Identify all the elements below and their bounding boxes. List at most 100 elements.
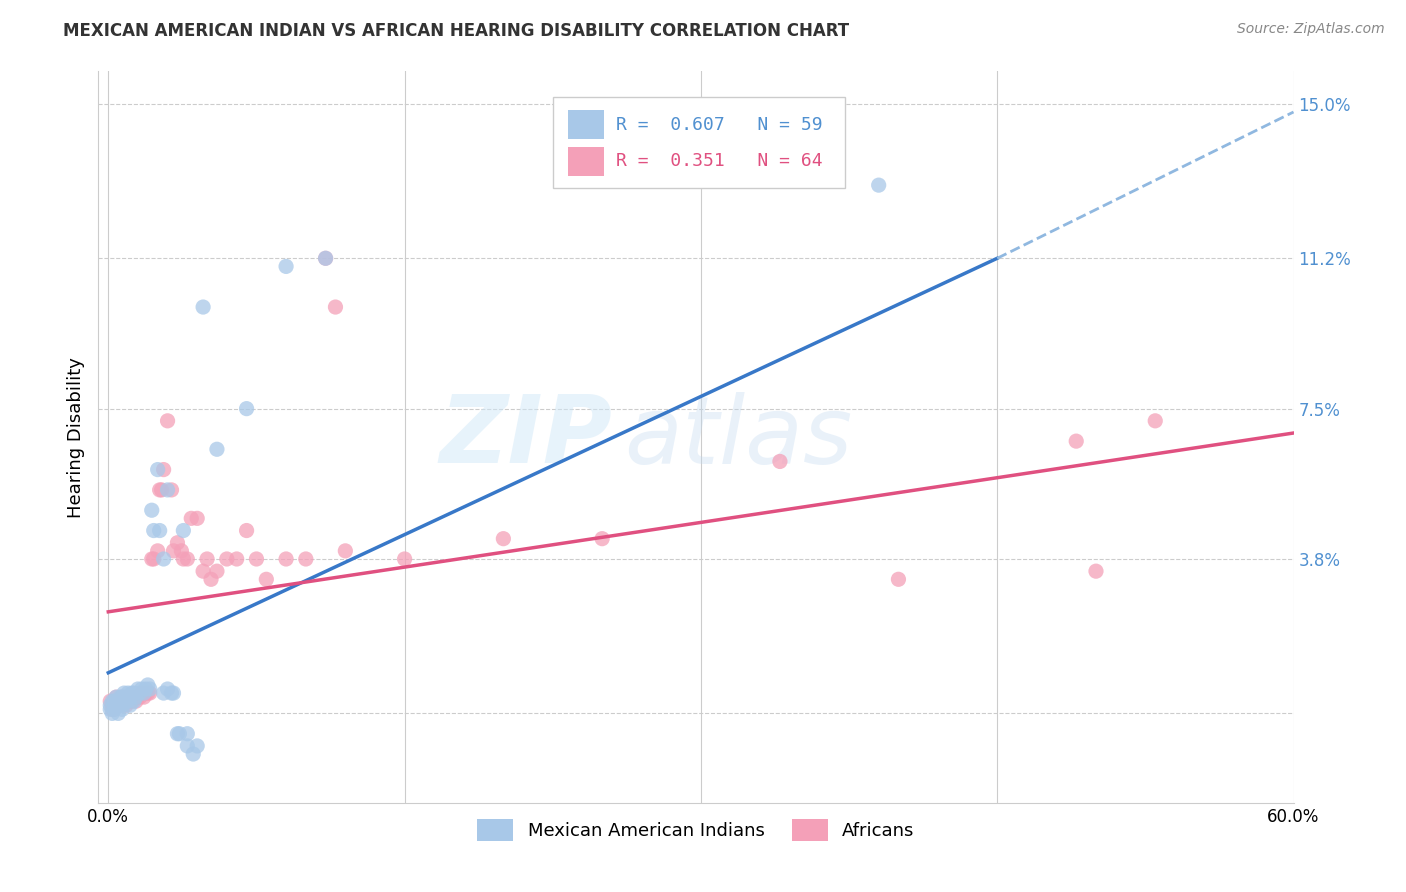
Point <box>200 572 222 586</box>
Point <box>868 178 890 193</box>
Point <box>107 698 129 713</box>
Point <box>107 706 129 721</box>
Point <box>111 702 134 716</box>
Bar <box>568 146 605 176</box>
Point <box>170 544 193 558</box>
Point <box>591 532 613 546</box>
Point <box>131 686 153 700</box>
Point <box>117 686 139 700</box>
Point <box>101 706 124 721</box>
Point <box>101 698 124 713</box>
Point <box>141 503 163 517</box>
Point <box>254 572 277 586</box>
Point <box>146 462 169 476</box>
Point <box>191 300 214 314</box>
Point <box>105 698 128 713</box>
Point <box>125 690 148 705</box>
Point <box>107 694 129 708</box>
Point <box>176 727 198 741</box>
Point <box>149 524 172 538</box>
Text: Source: ZipAtlas.com: Source: ZipAtlas.com <box>1237 22 1385 37</box>
Point <box>115 690 138 705</box>
Point <box>125 694 148 708</box>
Point <box>98 702 121 716</box>
Point <box>108 690 131 705</box>
Y-axis label: Hearing Disability: Hearing Disability <box>66 357 84 517</box>
Point <box>105 698 128 713</box>
Point <box>117 694 139 708</box>
Point <box>112 686 135 700</box>
Point <box>176 552 198 566</box>
Point <box>152 686 174 700</box>
Point <box>160 483 183 497</box>
Point <box>129 690 152 705</box>
Point <box>98 694 121 708</box>
Point <box>152 552 174 566</box>
Point <box>295 552 318 566</box>
Point <box>103 694 125 708</box>
Point <box>769 105 792 120</box>
Point <box>101 694 124 708</box>
Point <box>149 483 172 497</box>
Point <box>132 690 155 705</box>
Point <box>135 686 157 700</box>
Point <box>191 564 214 578</box>
Point <box>335 544 357 558</box>
Point <box>115 694 138 708</box>
Point <box>1144 414 1167 428</box>
Point <box>108 694 131 708</box>
Point <box>136 678 159 692</box>
Point <box>205 564 228 578</box>
Point <box>122 694 145 708</box>
Point <box>146 544 169 558</box>
Point <box>394 552 416 566</box>
Point <box>127 681 149 696</box>
Point <box>127 690 149 705</box>
Point <box>225 552 247 566</box>
Point <box>156 681 179 696</box>
Point <box>139 681 162 696</box>
Point <box>103 702 125 716</box>
Point <box>142 552 165 566</box>
Point <box>492 532 515 546</box>
Point <box>107 698 129 713</box>
Point <box>172 524 194 538</box>
Point <box>166 535 188 549</box>
Point <box>136 686 159 700</box>
Point <box>1085 564 1108 578</box>
Point <box>315 252 337 266</box>
Point <box>186 739 208 753</box>
Point <box>118 690 141 705</box>
Point <box>176 739 198 753</box>
Point <box>105 690 128 705</box>
Point <box>105 690 128 705</box>
Point <box>131 681 153 696</box>
Point <box>274 552 297 566</box>
Point <box>325 300 347 314</box>
Text: atlas: atlas <box>624 392 852 483</box>
Point <box>169 727 191 741</box>
Point <box>235 524 257 538</box>
Point <box>122 686 145 700</box>
Point <box>205 442 228 457</box>
Point <box>162 544 184 558</box>
Point <box>132 686 155 700</box>
Point <box>122 690 145 705</box>
Point <box>887 572 910 586</box>
Point <box>141 552 163 566</box>
Point <box>112 694 135 708</box>
Point <box>118 690 141 705</box>
Point <box>195 552 218 566</box>
Point <box>1064 434 1087 449</box>
Point <box>115 690 138 705</box>
Point <box>186 511 208 525</box>
Point <box>235 401 257 416</box>
Point <box>150 483 173 497</box>
Point <box>115 698 138 713</box>
Text: R =  0.607   N = 59: R = 0.607 N = 59 <box>616 116 823 134</box>
Point <box>135 681 157 696</box>
Point <box>156 414 179 428</box>
Point <box>121 686 143 700</box>
Legend: Mexican American Indians, Africans: Mexican American Indians, Africans <box>470 812 922 848</box>
Point <box>121 694 143 708</box>
